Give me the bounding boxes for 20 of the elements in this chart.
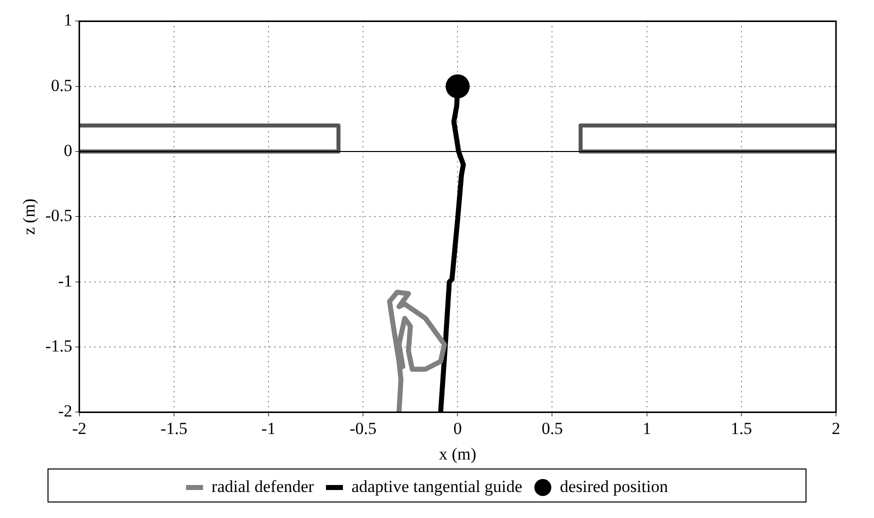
x-tick-label: 2 (832, 418, 840, 438)
x-tick-label: 0 (453, 418, 462, 438)
x-tick-label: 1 (642, 418, 652, 438)
y-tick-label: -1 (58, 271, 72, 290)
x-tick-label: -1 (261, 418, 276, 438)
y-tick-label: 0 (64, 141, 72, 160)
x-axis-title: x (m) (439, 444, 476, 464)
y-tick-label: -2 (58, 402, 72, 421)
x-tick-label: 0.5 (542, 418, 563, 438)
legend-label: desired position (560, 476, 668, 496)
legend-label: adaptive tangential guide (351, 476, 522, 496)
y-tick-label: 1 (64, 10, 72, 30)
y-tick-label: -0.5 (45, 206, 72, 226)
x-tick-label: -0.5 (350, 418, 377, 438)
x-tick-label: 1.5 (730, 418, 752, 438)
x-tick-label: -1.5 (160, 418, 188, 438)
y-tick-label: -1.5 (45, 336, 72, 356)
y-axis-title: z (m) (20, 198, 39, 235)
legend-label: radial defender (212, 476, 314, 496)
y-tick-label: 0.5 (51, 76, 72, 95)
